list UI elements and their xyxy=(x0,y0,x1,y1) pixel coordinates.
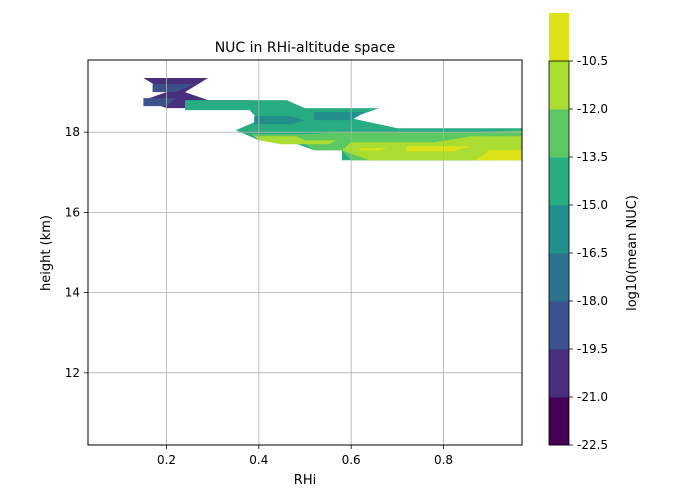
contour-regions xyxy=(143,78,522,161)
x-tick-label: 0.6 xyxy=(342,453,361,467)
colorbar-segment xyxy=(549,61,569,110)
colorbar-tick-label: -21.0 xyxy=(577,390,608,404)
colorbar-segment xyxy=(549,253,569,302)
x-tick-label: 0.2 xyxy=(157,453,176,467)
colorbar-segment xyxy=(549,349,569,398)
colorbar-segment xyxy=(549,109,569,158)
x-tick-label: 0.4 xyxy=(249,453,268,467)
contour-region xyxy=(406,146,472,152)
colorbar-segment xyxy=(549,301,569,350)
contour-region xyxy=(152,84,195,93)
colorbar-segment xyxy=(549,157,569,206)
colorbar-tick-label: -13.5 xyxy=(577,150,608,164)
colorbar-tick-label: -10.5 xyxy=(577,54,608,68)
grid-lines xyxy=(88,60,522,445)
x-axis-ticks: 0.2 0.4 0.6 0.8 xyxy=(157,445,453,467)
contour-region xyxy=(254,116,305,125)
axes-frame xyxy=(87,59,523,446)
chart-title: NUC in RHi-altitude space xyxy=(215,40,396,56)
x-axis-label: RHi xyxy=(294,473,316,488)
plot-area: 0.2 0.4 0.6 0.8 12 14 16 18 xyxy=(65,59,523,467)
colorbar-tick-label: -18.0 xyxy=(577,294,608,308)
y-tick-label: 14 xyxy=(65,286,80,300)
colorbar-segment xyxy=(549,397,569,446)
y-tick-label: 18 xyxy=(65,125,80,139)
colorbar-segment xyxy=(549,13,569,62)
colorbar-label: log10(mean NUC) xyxy=(625,195,640,311)
contour-region xyxy=(475,150,522,161)
colorbar-tick-label: -15.0 xyxy=(577,198,608,212)
y-axis-ticks: 12 14 16 18 xyxy=(65,125,88,380)
contour-region xyxy=(314,112,365,121)
contour-region xyxy=(360,148,389,151)
colorbar-tick-label: -22.5 xyxy=(577,438,608,452)
y-tick-label: 16 xyxy=(65,205,80,219)
colorbar-segment xyxy=(549,205,569,254)
contour-region xyxy=(254,136,338,145)
colorbar-tick-label: -19.5 xyxy=(577,342,608,356)
y-tick-label: 12 xyxy=(65,366,80,380)
y-axis-label: height (km) xyxy=(39,215,54,291)
colorbar-tick-label: -12.0 xyxy=(577,102,608,116)
x-tick-label: 0.8 xyxy=(434,453,453,467)
colorbar-tick-label: -16.5 xyxy=(577,246,608,260)
contour-region xyxy=(143,98,176,107)
colorbar: -22.5 -21.0 -19.5 -18.0 -16.5 -15.0 -13.5 -12.0… xyxy=(548,13,608,452)
